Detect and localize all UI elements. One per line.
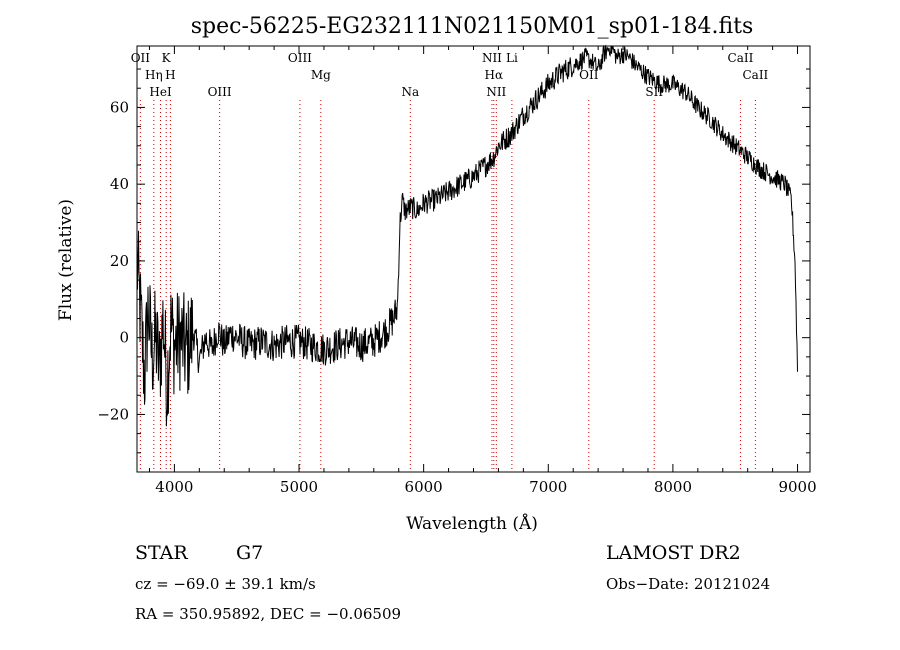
y-tick-label: 20: [110, 252, 129, 270]
spectrum-series: [136, 44, 798, 427]
redshift-velocity: cz = −69.0 ± 39.1 km/s: [135, 575, 316, 593]
line-label: NII: [482, 51, 502, 65]
emission-line-labels: OIIHηHeIKHOIIIOIIIMgNaNIIHαNIILiOIISIICa…: [131, 51, 769, 99]
y-tick-label: 60: [110, 98, 129, 116]
x-axis-ticks: 4000 5000 6000 7000 8000 9000: [148, 46, 817, 496]
emission-line-markers: [139, 100, 756, 472]
line-label: Li: [506, 51, 518, 65]
x-tick-label: 6000: [405, 478, 443, 496]
x-tick-label: 8000: [654, 478, 692, 496]
line-label: OII: [579, 68, 599, 82]
y-tick-label: 40: [110, 175, 129, 193]
chart-title: spec-56225-EG232111N021150M01_sp01-184.f…: [191, 14, 754, 39]
sky-coordinates: RA = 350.95892, DEC = −0.06509: [135, 605, 401, 623]
line-label: H: [165, 68, 175, 82]
line-label: OII: [131, 51, 151, 65]
line-label: Mg: [311, 68, 331, 82]
x-tick-label: 9000: [778, 478, 816, 496]
line-label: CaII: [728, 51, 754, 65]
line-label: Hα: [485, 68, 504, 82]
line-label: NII: [486, 85, 506, 99]
x-tick-label: 5000: [280, 478, 318, 496]
survey-name: LAMOST DR2: [606, 542, 741, 564]
line-label: Hη: [145, 68, 163, 82]
line-label: OIII: [208, 85, 232, 99]
object-subclass: G7: [236, 542, 263, 564]
spectrum-line: [136, 44, 798, 427]
line-label: Na: [401, 85, 419, 99]
line-label: HeI: [149, 85, 172, 99]
observation-date: Obs−Date: 20121024: [606, 575, 770, 593]
line-label: CaII: [742, 68, 768, 82]
y-axis-ticks: −20 0 20 40 60: [97, 68, 810, 454]
line-label: K: [162, 51, 172, 65]
y-axis-label: Flux (relative): [56, 199, 76, 321]
x-tick-label: 4000: [155, 478, 193, 496]
x-tick-label: 7000: [529, 478, 567, 496]
line-label: OIII: [288, 51, 312, 65]
y-tick-label: 0: [119, 329, 129, 347]
y-tick-label: −20: [97, 405, 129, 423]
x-axis-label: Wavelength (Å): [406, 513, 538, 534]
plot-frame: [136, 45, 811, 473]
object-class: STAR: [135, 542, 188, 564]
